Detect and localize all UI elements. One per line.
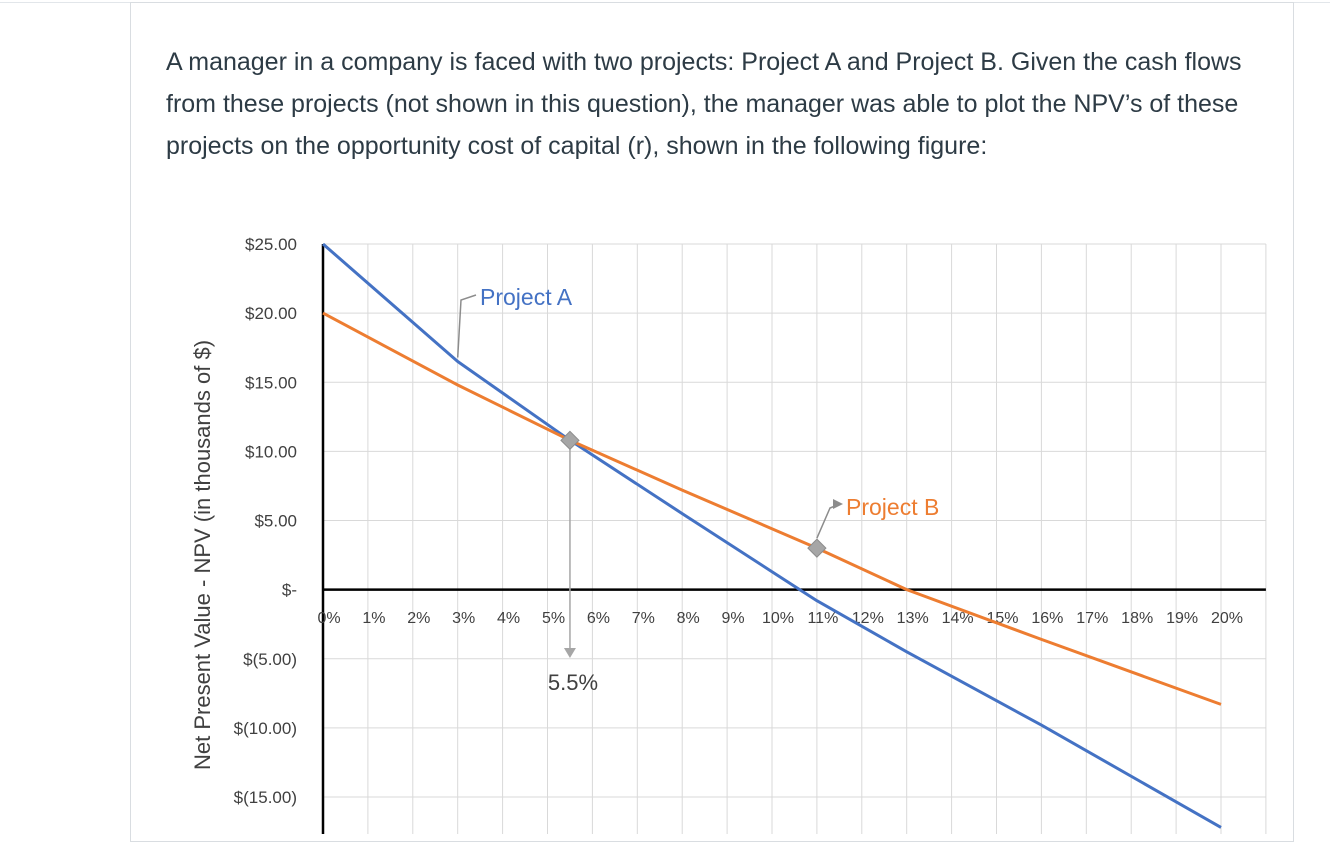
x-tick-label: 4% (497, 610, 520, 627)
x-tick-label: 9% (722, 610, 745, 627)
project-b-marker (807, 538, 827, 558)
x-tick-label: 5% (542, 610, 565, 627)
x-tick-label: 16% (1031, 610, 1063, 627)
project-b-callout-arrow (833, 499, 843, 509)
y-tick-label: $20.00 (245, 304, 297, 323)
x-tick-label: 7% (632, 610, 655, 627)
project-a-label: Project A (480, 284, 573, 310)
crossover-arrow (563, 648, 576, 658)
x-tick-label: 20% (1211, 610, 1243, 627)
x-tick-label: 8% (677, 610, 700, 627)
x-tick-label: 2% (407, 610, 430, 627)
x-tick-label: 17% (1076, 610, 1108, 627)
x-tick-label: 1% (362, 610, 385, 627)
x-tick-label: 13% (897, 610, 929, 627)
x-tick-label: 0% (317, 610, 340, 627)
crossover-label: 5.5% (548, 670, 598, 695)
x-tick-label: 14% (942, 610, 974, 627)
y-tick-label: $(5.00) (243, 650, 297, 669)
question-text: A manager in a company is faced with two… (166, 48, 1242, 160)
y-tick-label: $- (282, 581, 297, 600)
x-tick-label: 10% (762, 610, 794, 627)
x-tick-label: 19% (1166, 610, 1198, 627)
series-line-project-a (322, 242, 1222, 829)
y-tick-label: $(15.00) (234, 788, 297, 807)
x-tick-label: 12% (852, 610, 884, 627)
y-tick-label: $(10.00) (234, 719, 297, 738)
crossover-marker (560, 430, 580, 451)
y-axis-title: Net Present Value - NPV (in thousands of… (190, 340, 215, 770)
x-tick-label: 3% (452, 610, 475, 627)
project-a-callout-line (456, 294, 477, 358)
y-tick-label: $25.00 (245, 235, 297, 254)
y-tick-label: $10.00 (245, 442, 297, 461)
y-tick-label: $15.00 (245, 373, 297, 392)
x-tick-label: 6% (587, 610, 610, 627)
project-b-label: Project B (846, 494, 939, 520)
x-tick-label: 18% (1121, 610, 1153, 627)
y-tick-label: $5.00 (254, 512, 297, 531)
project-b-callout-line (816, 503, 841, 539)
series-line-project-b (322, 311, 1222, 706)
x-tick-label: 11% (807, 610, 838, 627)
